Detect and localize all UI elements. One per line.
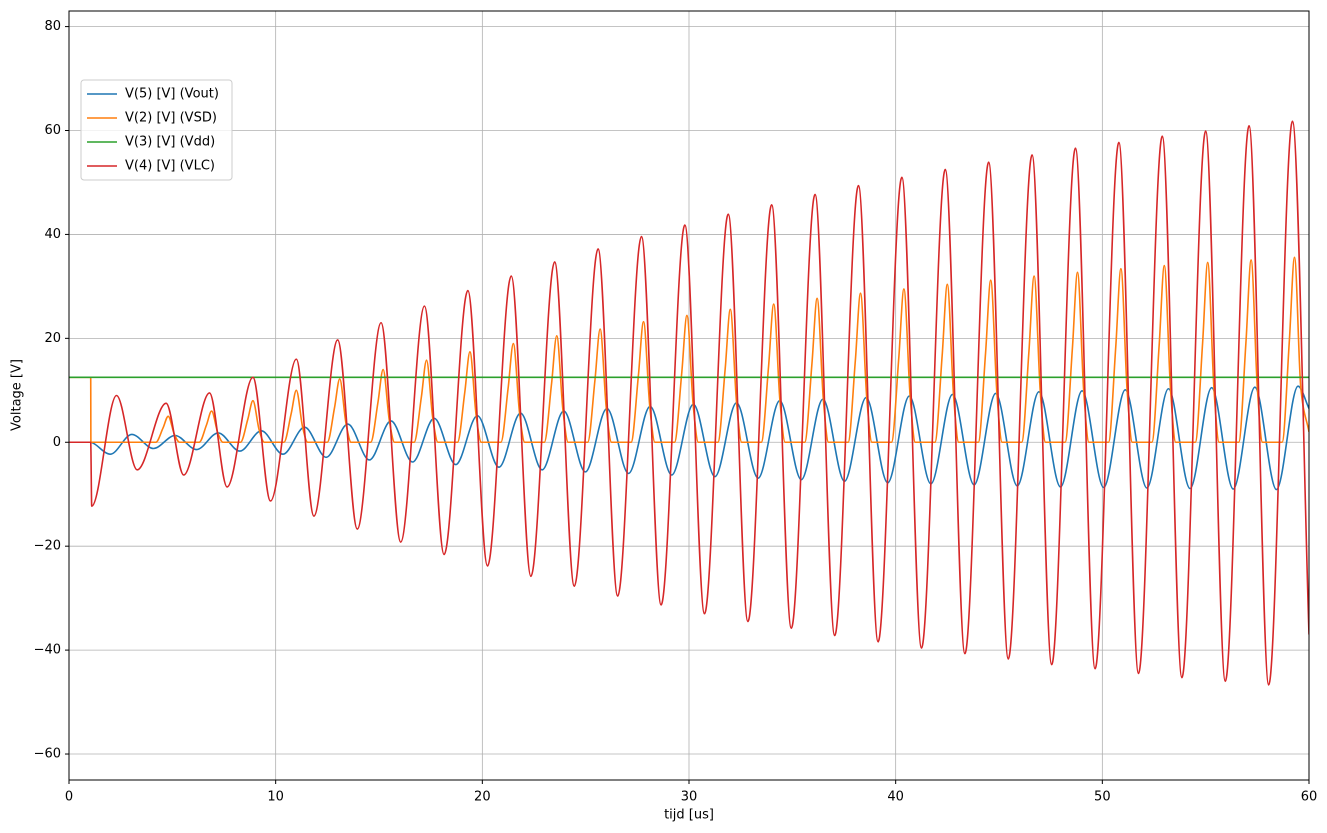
- x-axis-label: tijd [us]: [664, 808, 714, 823]
- series-line: [69, 256, 1309, 444]
- x-tick-label: 60: [1301, 790, 1318, 805]
- x-tick-label: 30: [681, 790, 698, 805]
- y-tick-label: −40: [34, 643, 61, 658]
- legend-label: V(4) [V] (VLC): [125, 159, 215, 174]
- x-tick-label: 10: [267, 790, 284, 805]
- y-tick-label: −60: [34, 747, 61, 762]
- x-tick-label: 20: [474, 790, 491, 805]
- y-tick-label: 20: [44, 331, 61, 346]
- y-tick-label: 60: [44, 123, 61, 138]
- legend-label: V(2) [V] (VSD): [125, 111, 217, 126]
- x-tick-label: 50: [1094, 790, 1111, 805]
- legend-label: V(3) [V] (Vdd): [125, 135, 215, 150]
- legend-label: V(5) [V] (Vout): [125, 87, 219, 102]
- series-line: [69, 120, 1309, 686]
- y-tick-label: 80: [44, 19, 61, 34]
- plot-lines: [69, 120, 1309, 686]
- y-tick-label: 0: [53, 435, 61, 450]
- x-tick-label: 40: [887, 790, 904, 805]
- ticks: 0 10 20 30 40 50 60 −60 −40 −20 0 20 40 60 80: [34, 19, 1318, 804]
- y-tick-label: −20: [34, 539, 61, 554]
- x-tick-label: 0: [65, 790, 73, 805]
- y-tick-label: 40: [44, 227, 61, 242]
- y-axis-label: Voltage [V]: [10, 359, 25, 431]
- legend: V(5) [V] (Vout) V(2) [V] (VSD) V(3) [V] (V…: [80, 79, 233, 181]
- legend-box: [80, 79, 233, 181]
